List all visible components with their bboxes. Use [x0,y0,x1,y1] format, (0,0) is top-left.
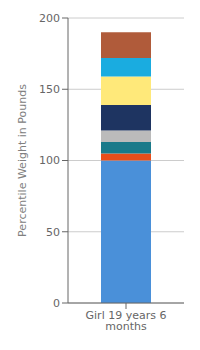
svg-text:200: 200 [39,12,60,25]
svg-text:0: 0 [53,297,60,310]
svg-text:100: 100 [39,154,60,167]
svg-text:150: 150 [39,83,60,96]
svg-text:50: 50 [46,226,60,239]
svg-text:Girl 19 years 6months: Girl 19 years 6months [86,309,167,333]
svg-text:Percentile Weight in Pounds: Percentile Weight in Pounds [16,84,29,237]
